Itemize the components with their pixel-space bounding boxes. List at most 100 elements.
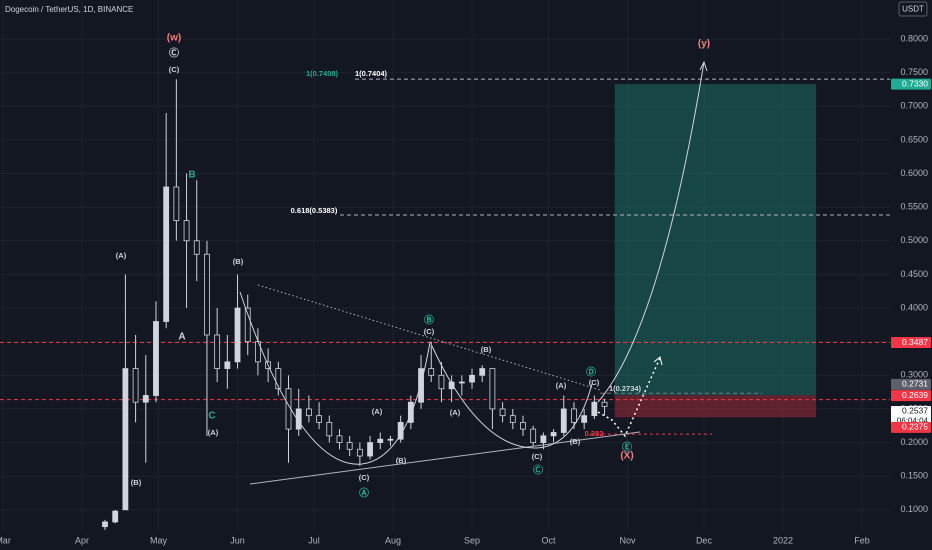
y-tick-label: 0.1500 (900, 471, 928, 481)
countdown: 06:04:04 (897, 417, 929, 426)
candle-body (204, 253, 210, 336)
price-label: 0.2731 (902, 379, 928, 389)
candle-body (407, 401, 414, 423)
candle-body (244, 307, 251, 343)
candle-body (367, 442, 373, 457)
price-label-box (891, 78, 931, 90)
wave-label: (X) (620, 451, 633, 462)
price-label: 0.7330 (902, 78, 928, 88)
wave-label: (C) (424, 327, 435, 336)
candle-body (193, 240, 200, 255)
candle-body (428, 368, 435, 376)
wave-label: (A) (450, 408, 461, 417)
axes: 0.8000 0.7500 0.7000 0.6500 0.6000 0.5500 0.50… (0, 33, 931, 545)
y-tick-label: 0.6000 (900, 168, 928, 178)
currency-badge (898, 1, 928, 17)
candle-body (224, 361, 231, 369)
wave-label: (C) (169, 65, 180, 74)
loss-zone (614, 395, 817, 418)
profit-zone (614, 84, 817, 396)
candle-body (469, 374, 475, 383)
candle-body (356, 448, 363, 457)
wave-label: (B) (570, 437, 581, 446)
y-tick-label: 0.7000 (900, 101, 928, 111)
candle-body (540, 435, 547, 443)
candle-body (336, 435, 343, 443)
candle-body (550, 432, 557, 437)
wave-label: (B) (481, 345, 492, 354)
wave-label: Ⓓ (586, 366, 596, 379)
x-tick-label: Sep (464, 535, 480, 545)
candle-body (418, 368, 424, 403)
candle-body (346, 442, 353, 450)
candle-body (438, 374, 445, 390)
candle-body (377, 438, 384, 443)
y-tick-label: 0.1000 (900, 504, 928, 514)
candle-body (316, 415, 322, 423)
candle-body (479, 368, 486, 376)
price-label: 0.3487 (902, 337, 928, 347)
candle-body (530, 428, 537, 443)
wave-label: Ⓒ (169, 47, 179, 60)
wave-label: Ⓑ (424, 314, 434, 327)
y-tick-label: 0.3000 (900, 370, 928, 380)
y-tick-label: 0.2000 (900, 437, 928, 447)
candle-body (142, 395, 149, 403)
trend-line (249, 431, 641, 485)
wave-label: (y) (698, 39, 710, 50)
x-tick-label: Jul (308, 535, 320, 545)
y-tick-label: 0.5000 (900, 235, 928, 245)
candle-body (326, 421, 333, 437)
annotations: (w)Ⓒ(C)B(A)AC(A)(B)(B)(C)Ⓐ(A)(B)Ⓑ(C)(B)(… (116, 33, 710, 500)
price-label: 0.2639 (902, 390, 928, 400)
candle-body (275, 368, 282, 390)
y-tick-label: 0.5500 (900, 202, 928, 212)
y-tick-label: 0.8000 (900, 33, 928, 43)
candle-body (458, 381, 465, 384)
wave-label: 0.618(0.5383) (291, 206, 338, 215)
wave-label: (A) (372, 407, 383, 416)
price-label-box (891, 390, 931, 402)
chart-title: Dogecoin / TetherUS, 1D, BINANCE (5, 5, 133, 14)
x-tick-label: Nov (619, 535, 636, 545)
candle-body (102, 521, 108, 528)
x-tick-label: Dec (696, 535, 713, 545)
x-tick-label: Jun (230, 535, 245, 545)
arrow-head (699, 60, 708, 72)
price-label-box (891, 337, 931, 349)
wave-label: B (188, 170, 195, 181)
candle-body (489, 368, 496, 410)
drawings (239, 60, 708, 485)
wave-label: (C) (589, 378, 600, 387)
wave-curve (239, 291, 431, 465)
wave-label: 0.382 (585, 429, 604, 438)
x-tick-label: Mar (0, 535, 11, 545)
candle-body (183, 220, 190, 242)
x-tick-label: Oct (541, 535, 556, 545)
x-tick-label: Apr (75, 535, 89, 545)
arrow-head (653, 356, 663, 366)
x-tick-label: May (150, 535, 168, 545)
wave-label: (B) (233, 257, 244, 266)
wave-label: C (208, 411, 215, 422)
price-label: 0.2537 (902, 406, 928, 416)
x-tick-label: Aug (385, 535, 401, 545)
grid (0, 0, 890, 530)
candle-body (591, 401, 598, 417)
currency: USDT (902, 5, 924, 14)
candle-body (448, 381, 455, 390)
price-axis (890, 0, 932, 550)
wave-label: (B) (131, 478, 142, 487)
y-tick-label: 0.7500 (900, 67, 928, 77)
wave-label: Ⓐ (359, 487, 369, 500)
candle-body (499, 408, 506, 417)
candle-body (132, 368, 139, 403)
candle-body (122, 368, 129, 511)
candle-body (153, 321, 159, 396)
price-label-box (891, 378, 931, 390)
candle-body (520, 421, 526, 430)
wave-label: Ⓔ (622, 441, 632, 454)
wave-curve (431, 345, 593, 449)
plot-area (0, 78, 890, 530)
